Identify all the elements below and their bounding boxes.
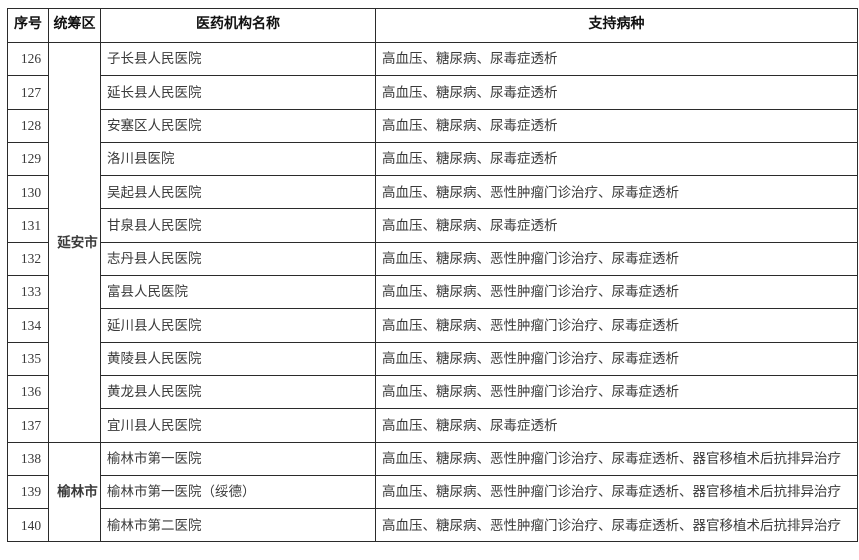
cell-supported-diseases: 高血压、糖尿病、恶性肿瘤门诊治疗、尿毒症透析 — [375, 308, 858, 343]
cell-seq: 132 — [7, 241, 49, 277]
cell-seq: 136 — [7, 374, 49, 410]
cell-supported-diseases: 高血压、糖尿病、恶性肿瘤门诊治疗、尿毒症透析 — [375, 374, 858, 410]
cell-organization-name: 子长县人民医院 — [100, 41, 376, 77]
cell-seq: 140 — [7, 508, 49, 543]
table-row: 136 黄龙县人民医院 高血压、糖尿病、恶性肿瘤门诊治疗、尿毒症透析 — [7, 374, 858, 410]
cell-supported-diseases: 高血压、糖尿病、恶性肿瘤门诊治疗、尿毒症透析 — [375, 175, 858, 210]
column-header-org: 医药机构名称 — [100, 8, 376, 43]
table-row: 138 榆林市 榆林市第一医院 高血压、糖尿病、恶性肿瘤门诊治疗、尿毒症透析、器官移植… — [7, 441, 858, 543]
table-row: 140 榆林市第二医院 高血压、糖尿病、恶性肿瘤门诊治疗、尿毒症透析、器官移植术后抗… — [7, 508, 858, 543]
cell-supported-diseases: 高血压、糖尿病、尿毒症透析 — [375, 208, 858, 243]
header-row: 序号 统筹区 医药机构名称 支持病种 — [7, 8, 858, 43]
cell-supported-diseases: 高血压、糖尿病、尿毒症透析 — [375, 408, 858, 443]
cell-supported-diseases: 高血压、糖尿病、尿毒症透析 — [375, 141, 858, 177]
cell-organization-name: 榆林市第二医院 — [100, 508, 376, 543]
cell-organization-name: 宜川县人民医院 — [100, 408, 376, 443]
table-row: 133 富县人民医院 高血压、糖尿病、恶性肿瘤门诊治疗、尿毒症透析 — [7, 275, 858, 310]
cell-seq: 131 — [7, 208, 49, 243]
table-row: 130 吴起县人民医院 高血压、糖尿病、恶性肿瘤门诊治疗、尿毒症透析 — [7, 175, 858, 210]
cell-organization-name: 榆林市第一医院（绥德） — [100, 474, 376, 510]
table-row: 132 志丹县人民医院 高血压、糖尿病、恶性肿瘤门诊治疗、尿毒症透析 — [7, 241, 858, 277]
cell-supported-diseases: 高血压、糖尿病、尿毒症透析 — [375, 75, 858, 110]
cell-supported-diseases: 高血压、糖尿病、恶性肿瘤门诊治疗、尿毒症透析、器官移植术后抗排异治疗 — [375, 508, 858, 543]
table-container: 序号 统筹区 医药机构名称 支持病种 126 延安市 子长县人民医院 高血压、糖尿病、… — [7, 8, 858, 543]
cell-supported-diseases: 高血压、糖尿病、恶性肿瘤门诊治疗、尿毒症透析 — [375, 275, 858, 310]
cell-region: 延安市 — [48, 42, 101, 443]
cell-organization-name: 延川县人民医院 — [100, 308, 376, 343]
table-row: 126 延安市 子长县人民医院 高血压、糖尿病、尿毒症透析 — [7, 41, 858, 443]
cell-seq: 126 — [7, 41, 49, 77]
table-row: 134 延川县人民医院 高血压、糖尿病、恶性肿瘤门诊治疗、尿毒症透析 — [7, 308, 858, 343]
cell-seq: 129 — [7, 141, 49, 177]
cell-seq: 135 — [7, 341, 49, 376]
table-row: 135 黄陵县人民医院 高血压、糖尿病、恶性肿瘤门诊治疗、尿毒症透析 — [7, 341, 858, 376]
table-row: 128 安塞区人民医院 高血压、糖尿病、尿毒症透析 — [7, 108, 858, 143]
cell-organization-name: 榆林市第一医院 — [100, 441, 376, 476]
medical-institutions-table: 序号 统筹区 医药机构名称 支持病种 126 延安市 子长县人民医院 高血压、糖尿病、… — [7, 8, 858, 543]
cell-seq: 133 — [7, 275, 49, 310]
cell-supported-diseases: 高血压、糖尿病、恶性肿瘤门诊治疗、尿毒症透析、器官移植术后抗排异治疗 — [375, 441, 858, 476]
cell-supported-diseases: 高血压、糖尿病、恶性肿瘤门诊治疗、尿毒症透析 — [375, 241, 858, 277]
cell-organization-name: 甘泉县人民医院 — [100, 208, 376, 243]
column-header-seq: 序号 — [7, 8, 49, 43]
table-row: 129 洛川县医院 高血压、糖尿病、尿毒症透析 — [7, 141, 858, 177]
table-body: 126 延安市 子长县人民医院 高血压、糖尿病、尿毒症透析 127 延长县人民医院 高血压、… — [7, 41, 858, 543]
cell-supported-diseases: 高血压、糖尿病、恶性肿瘤门诊治疗、尿毒症透析 — [375, 341, 858, 376]
cell-organization-name: 富县人民医院 — [100, 275, 376, 310]
column-header-disease: 支持病种 — [375, 8, 858, 43]
cell-seq: 127 — [7, 75, 49, 110]
cell-organization-name: 黄龙县人民医院 — [100, 374, 376, 410]
cell-seq: 137 — [7, 408, 49, 443]
cell-supported-diseases: 高血压、糖尿病、尿毒症透析 — [375, 108, 858, 143]
cell-seq: 134 — [7, 308, 49, 343]
cell-seq: 139 — [7, 474, 49, 510]
cell-seq: 130 — [7, 175, 49, 210]
cell-organization-name: 安塞区人民医院 — [100, 108, 376, 143]
cell-organization-name: 吴起县人民医院 — [100, 175, 376, 210]
table-row: 127 延长县人民医院 高血压、糖尿病、尿毒症透析 — [7, 75, 858, 110]
cell-organization-name: 志丹县人民医院 — [100, 241, 376, 277]
table-row: 131 甘泉县人民医院 高血压、糖尿病、尿毒症透析 — [7, 208, 858, 243]
table-row: 137 宜川县人民医院 高血压、糖尿病、尿毒症透析 — [7, 408, 858, 443]
cell-organization-name: 延长县人民医院 — [100, 75, 376, 110]
cell-organization-name: 洛川县医院 — [100, 141, 376, 177]
cell-seq: 128 — [7, 108, 49, 143]
cell-seq: 138 — [7, 441, 49, 476]
cell-region: 榆林市 — [48, 441, 101, 543]
table-header: 序号 统筹区 医药机构名称 支持病种 — [7, 8, 858, 43]
table-row: 139 榆林市第一医院（绥德） 高血压、糖尿病、恶性肿瘤门诊治疗、尿毒症透析、器官移… — [7, 474, 858, 510]
cell-supported-diseases: 高血压、糖尿病、尿毒症透析 — [375, 41, 858, 77]
column-header-region: 统筹区 — [48, 8, 101, 43]
cell-organization-name: 黄陵县人民医院 — [100, 341, 376, 376]
cell-supported-diseases: 高血压、糖尿病、恶性肿瘤门诊治疗、尿毒症透析、器官移植术后抗排异治疗 — [375, 474, 858, 510]
